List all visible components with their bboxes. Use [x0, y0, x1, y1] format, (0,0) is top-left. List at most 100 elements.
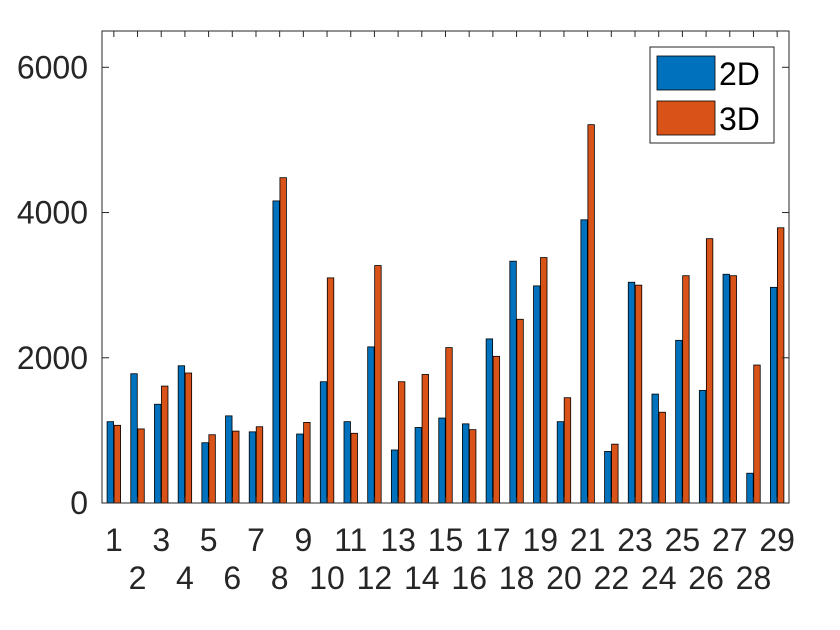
bar-2D-14	[414, 427, 422, 504]
x-tick-label: 20	[546, 560, 582, 596]
bar-3D-26	[705, 238, 714, 504]
bar-2D-8	[272, 200, 280, 504]
bar-2D-10	[319, 381, 328, 504]
x-tick-label: 3	[152, 522, 170, 558]
x-tick-label: 26	[688, 560, 724, 596]
legend-label-3D: 3D	[719, 101, 760, 137]
x-tick-label: 23	[617, 522, 653, 558]
bar-2D-3	[154, 403, 162, 504]
bar-2D-15	[438, 417, 446, 504]
bar-3D-11	[350, 432, 358, 504]
bar-2D-23	[627, 281, 636, 504]
bar-3D-5	[208, 434, 216, 504]
x-tick-label: 11	[334, 522, 367, 558]
bar-2D-11	[343, 421, 351, 504]
bar-2D-13	[390, 449, 399, 504]
bar-3D-19	[540, 257, 548, 504]
x-tick-label: 9	[294, 522, 312, 558]
y-tick-label: 0	[70, 485, 88, 521]
bar-3D-13	[397, 381, 406, 504]
x-tick-label: 2	[129, 560, 147, 596]
bar-3D-27	[729, 275, 737, 504]
bar-2D-17	[485, 338, 494, 504]
bar-2D-18	[509, 260, 517, 504]
bar-3D-7	[255, 426, 264, 504]
bar-2D-20	[556, 421, 565, 504]
x-tick-label: 17	[475, 522, 511, 558]
bar-2D-24	[651, 393, 659, 504]
bar-3D-29	[777, 227, 785, 504]
bar-2D-16	[462, 423, 470, 504]
bar-3D-2	[137, 428, 145, 504]
bar-2D-9	[296, 433, 304, 504]
bar-2D-29	[770, 286, 778, 504]
x-tick-label: 25	[665, 522, 701, 558]
bar-3D-6	[232, 430, 240, 504]
bar-3D-28	[753, 364, 761, 504]
x-tick-label: 16	[451, 560, 487, 596]
x-tick-label: 22	[594, 560, 630, 596]
x-tick-label: 29	[759, 522, 795, 558]
bar-3D-8	[279, 177, 287, 504]
x-tick-label: 14	[404, 560, 440, 596]
bar-2D-4	[177, 365, 186, 504]
x-tick-label: 27	[712, 522, 748, 558]
x-tick-label: 18	[499, 560, 535, 596]
bar-3D-15	[445, 347, 453, 504]
bar-2D-6	[225, 415, 233, 504]
x-tick-label: 5	[200, 522, 218, 558]
bar-2D-25	[675, 339, 683, 504]
bar-3D-17	[492, 355, 501, 504]
bar-2D-7	[248, 431, 257, 504]
x-tick-label: 19	[522, 522, 558, 558]
x-tick-label: 13	[380, 522, 416, 558]
bar-2D-21	[580, 219, 588, 504]
bar-3D-24	[658, 411, 666, 504]
bar-3D-4	[184, 372, 193, 504]
bar-2D-2	[130, 373, 138, 504]
bar-2D-28	[746, 472, 754, 504]
bars-layer	[106, 124, 785, 504]
bar-2D-5	[201, 442, 209, 504]
bar-3D-20	[563, 397, 572, 504]
legend-label-2D: 2D	[719, 56, 760, 92]
y-tick-label: 6000	[17, 49, 88, 85]
bar-2D-1	[106, 421, 114, 504]
x-tick-label: 12	[357, 560, 393, 596]
x-tick-label: 4	[176, 560, 194, 596]
x-tick-label: 7	[247, 522, 265, 558]
x-tick-label: 1	[105, 522, 123, 558]
legend-swatch-3D	[656, 100, 716, 136]
bar-3D-3	[161, 385, 169, 504]
bar-3D-10	[326, 277, 335, 504]
bar-3D-23	[634, 284, 643, 504]
x-tick-label: 28	[736, 560, 772, 596]
bar-3D-12	[374, 265, 382, 504]
bar-2D-12	[367, 346, 375, 504]
bar-3D-14	[421, 374, 429, 504]
x-tick-label: 6	[223, 560, 241, 596]
bar-3D-9	[303, 421, 311, 504]
x-tick-label: 24	[641, 560, 677, 596]
x-tick-label: 10	[309, 560, 345, 596]
legend-swatch-2D	[656, 55, 716, 91]
bar-3D-22	[611, 443, 619, 504]
x-tick-label: 21	[570, 522, 606, 558]
x-tick-label: 8	[271, 560, 289, 596]
y-tick-label: 4000	[17, 195, 88, 231]
bar-3D-21	[587, 124, 595, 504]
bar-2D-22	[604, 451, 612, 504]
bar-3D-16	[469, 429, 477, 504]
bar-2D-27	[722, 273, 730, 504]
bar-2D-26	[698, 390, 707, 504]
axes-layer: 0200040006000123456789101112131415161718…	[17, 30, 795, 596]
bar-2D-19	[533, 285, 541, 504]
bar-3D-1	[113, 424, 121, 504]
bar-3D-25	[682, 275, 690, 504]
y-tick-label: 2000	[17, 340, 88, 376]
x-tick-label: 15	[428, 522, 464, 558]
bar-3D-18	[516, 318, 524, 504]
